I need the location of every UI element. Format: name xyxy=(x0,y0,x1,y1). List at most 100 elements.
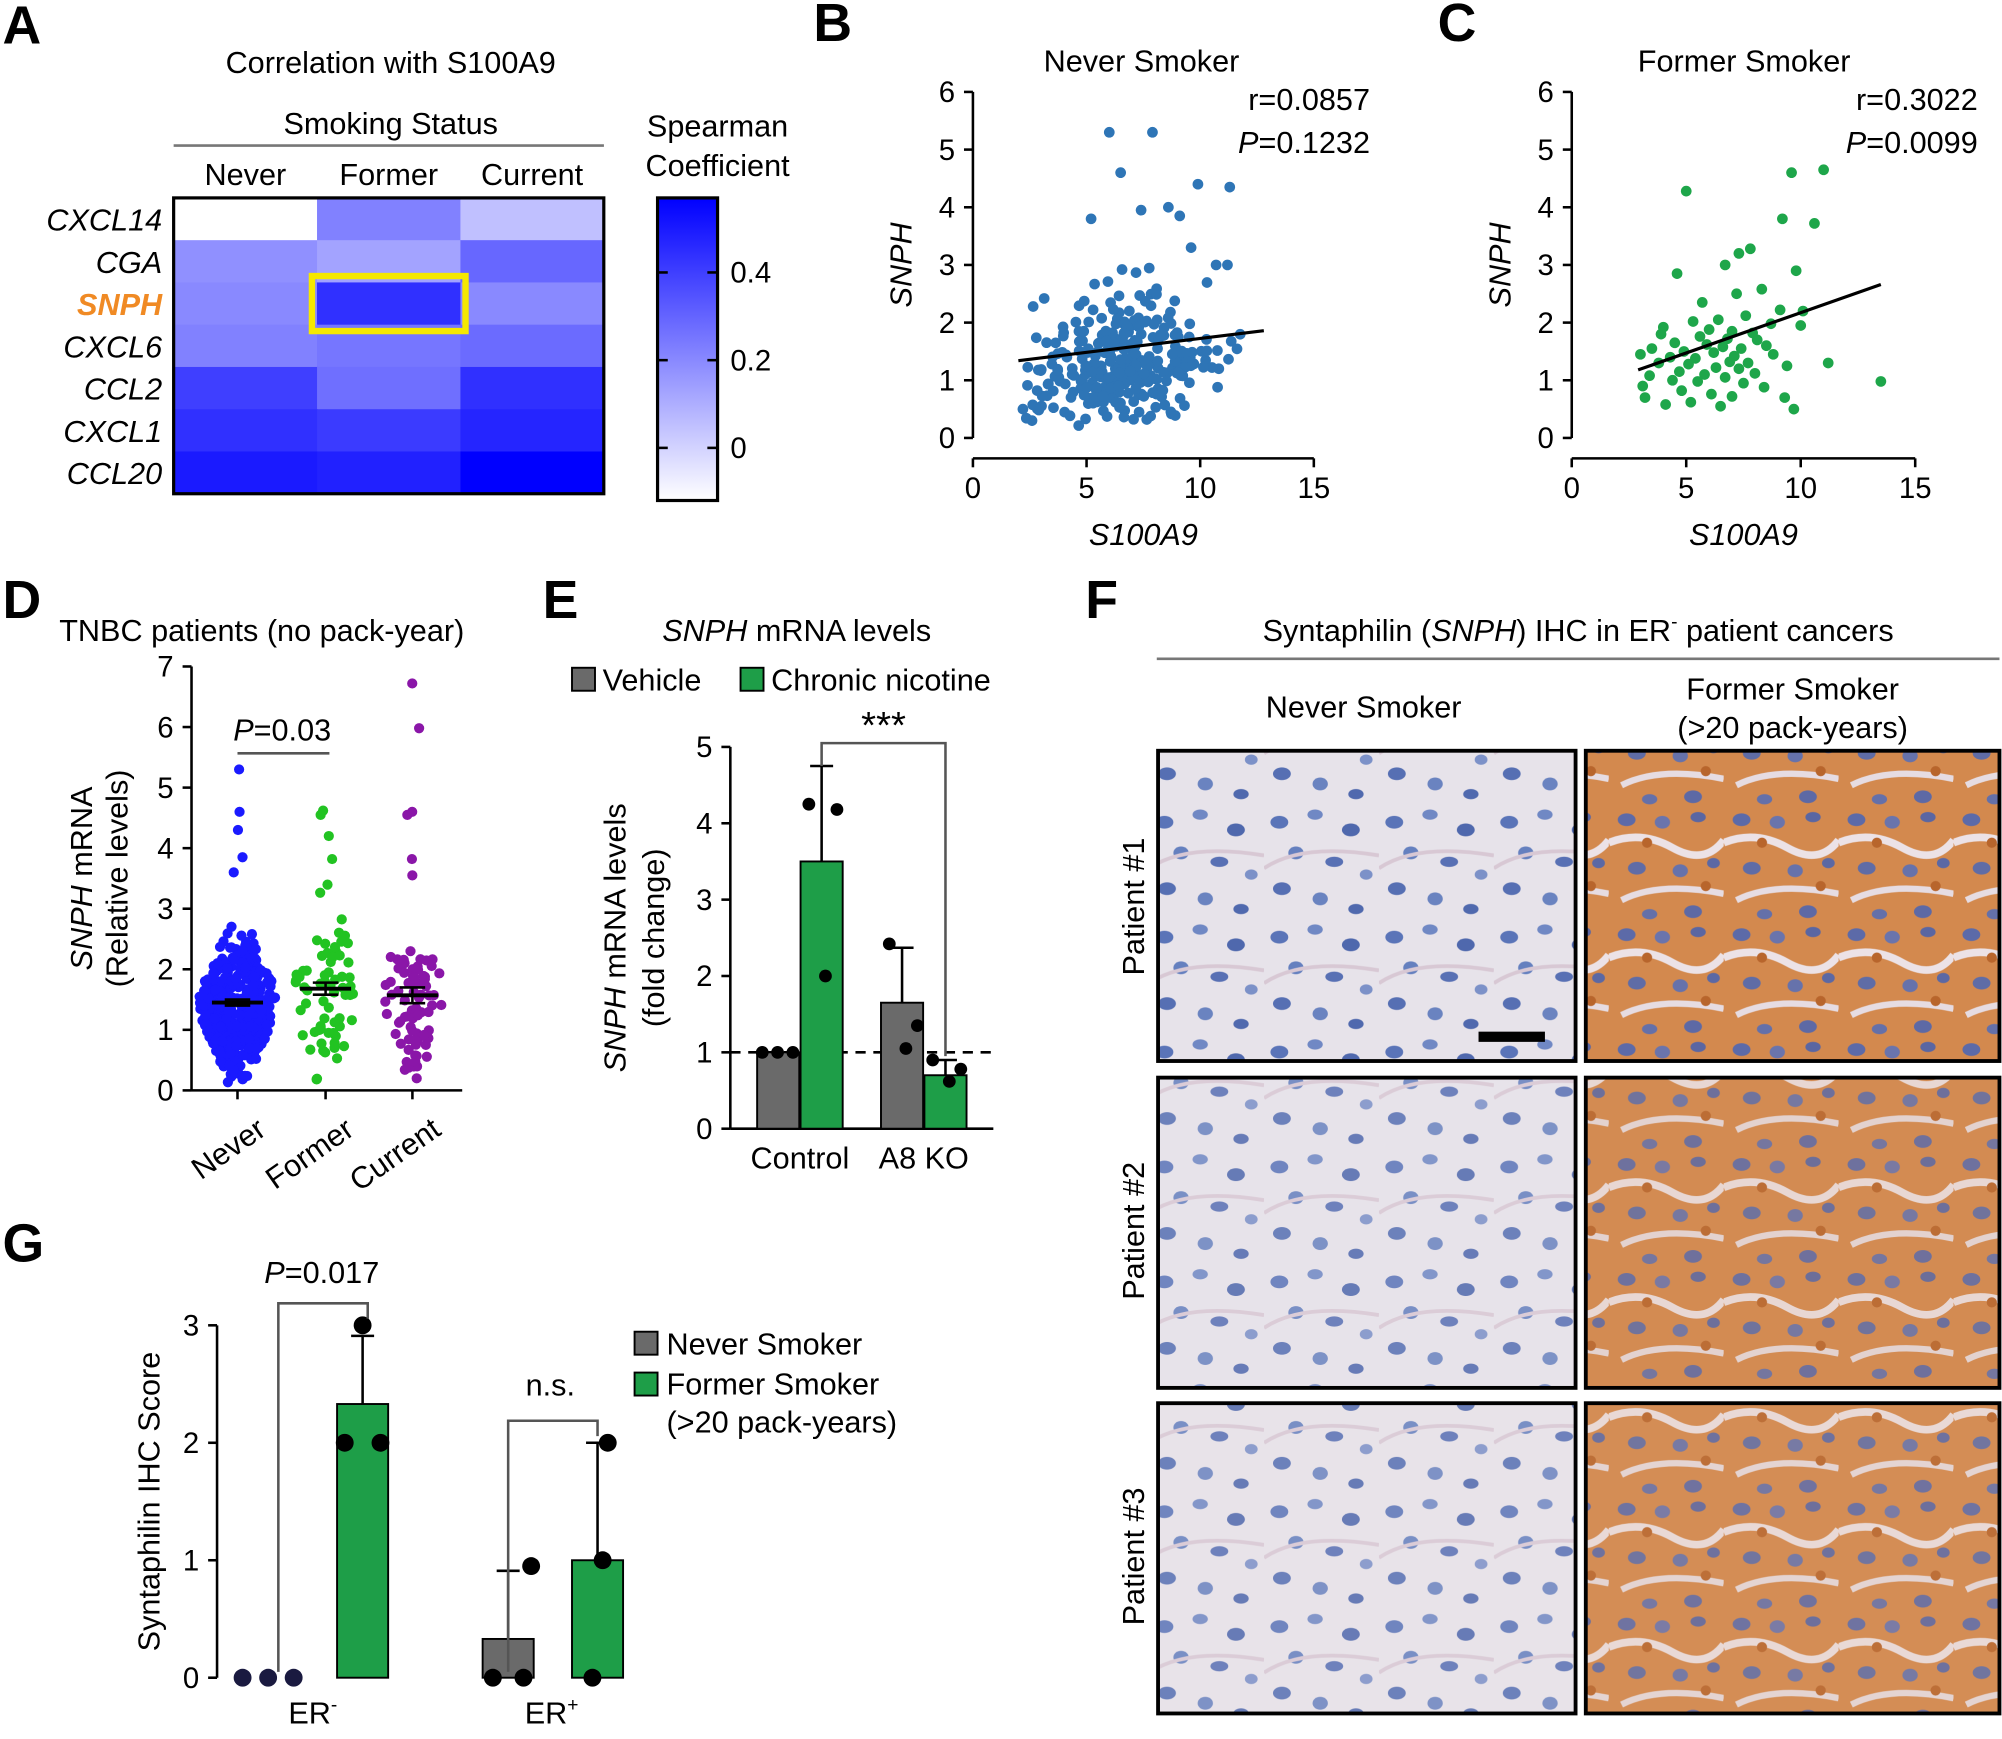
y-axis-label: SNPH mRNA levels xyxy=(599,803,633,1072)
scatter-point xyxy=(1635,348,1646,360)
y-tick-label: 0 xyxy=(157,1075,173,1108)
dot-never xyxy=(222,963,233,974)
heatmap-cell xyxy=(173,240,318,284)
dot-never xyxy=(234,806,245,817)
colorbar-tick-label: 0.4 xyxy=(730,257,771,290)
scatter-point xyxy=(1139,316,1151,328)
y-tick-label: 7 xyxy=(157,651,173,684)
heatmap-cell xyxy=(460,409,605,453)
heatmap-cell xyxy=(317,197,462,241)
scatter-point xyxy=(1087,304,1099,316)
replicate-point xyxy=(819,969,832,983)
scatter-point xyxy=(1184,377,1195,389)
y-tick-label: 3 xyxy=(1538,249,1554,282)
dot-never xyxy=(222,1077,233,1088)
dot-former xyxy=(311,935,323,946)
scatter-point xyxy=(1086,366,1098,378)
scatter-point xyxy=(1231,343,1243,355)
scatter-point xyxy=(1129,348,1141,359)
x-tick-label: 15 xyxy=(1297,472,1330,505)
scatter-point xyxy=(1150,401,1162,413)
ihc-image-frame xyxy=(1583,1075,2002,1390)
colorbar-tick-label: 0.2 xyxy=(730,344,771,377)
dot-never xyxy=(250,943,261,955)
y-tick-label: 2 xyxy=(157,953,173,986)
scatter-point xyxy=(1809,218,1820,229)
dot-former xyxy=(327,952,338,963)
scatter-point xyxy=(1116,264,1128,275)
heatmap-cell xyxy=(317,451,462,495)
replicate-point xyxy=(353,1316,372,1335)
dot-former xyxy=(315,887,326,898)
panel-letter-B: B xyxy=(813,0,852,53)
scatter-point xyxy=(1089,278,1100,290)
heatmap-col-former: Former xyxy=(339,158,438,192)
scatter-point xyxy=(1744,243,1756,255)
scatter-point xyxy=(1777,213,1788,225)
scatter-point xyxy=(1669,337,1681,349)
heatmap-cell xyxy=(460,240,605,284)
scatter-point xyxy=(1660,399,1671,410)
heatmap-cell xyxy=(460,451,605,495)
heatmap-row-cga: CGA xyxy=(96,246,162,280)
dot-current xyxy=(407,870,418,881)
scatter-point xyxy=(1101,411,1113,422)
scatter-point xyxy=(1130,267,1142,278)
y-axis-label: SNPH xyxy=(885,222,919,308)
y-tick-label: 4 xyxy=(157,832,173,865)
dot-never xyxy=(268,993,279,1004)
y-tick-label: 2 xyxy=(696,960,712,993)
colorbar-tick-label: 0 xyxy=(730,432,746,465)
heatmap: Never Former Current CXCL14 CGA SNPH CXCL6 CCL2… xyxy=(46,158,606,496)
scatter-point xyxy=(1073,420,1085,431)
p-label: P xyxy=(264,1256,285,1290)
scatter-point xyxy=(1644,370,1655,382)
scatter-point xyxy=(1050,337,1062,349)
dot-former xyxy=(344,972,355,983)
panel-d: TNBC patients (no pack-year) 0 1 2 3 4 5 6 7 SNP… xyxy=(59,614,464,1198)
y-axis-label-units: (fold change) xyxy=(637,848,671,1027)
y-tick-label: 4 xyxy=(1538,191,1554,224)
dot-current xyxy=(402,809,413,820)
y-tick-label: 5 xyxy=(1538,134,1554,167)
scatter-point xyxy=(1067,386,1079,398)
dot-former xyxy=(315,1023,326,1035)
scatter-point xyxy=(1151,288,1162,300)
dot-current xyxy=(385,951,396,963)
scatter-point xyxy=(1027,301,1039,312)
scatter-point xyxy=(1781,360,1793,372)
y-tick-label: 0 xyxy=(696,1113,712,1146)
scatter-point xyxy=(1742,357,1754,369)
p-value-dotplot: P=0.03 xyxy=(233,714,331,748)
x-tick-label: 0 xyxy=(965,472,981,505)
x-tick-label: 5 xyxy=(1678,472,1694,505)
ihc-image-patient-1-former xyxy=(1585,750,2000,1062)
dot-current xyxy=(381,1008,392,1020)
dot-never xyxy=(256,1005,267,1016)
dot-current xyxy=(405,946,416,957)
scatter-point xyxy=(1756,283,1768,295)
dot-never xyxy=(242,1070,253,1082)
scatter-point xyxy=(1751,334,1763,346)
dot-former xyxy=(322,879,333,890)
legend-swatch xyxy=(739,666,765,692)
dot-former xyxy=(319,1013,330,1024)
scatter-point xyxy=(1212,345,1223,356)
scatter-point xyxy=(1173,367,1184,378)
scatter-point xyxy=(1118,327,1130,339)
dot-current xyxy=(421,1051,432,1062)
dot-current xyxy=(390,1028,401,1040)
y-tick-label: 6 xyxy=(1538,76,1554,109)
bar-chart-snph-mrna: 0 1 2 3 4 5 SNPH mRNA levels (fold change) Contr… xyxy=(599,704,994,1175)
replicate-point xyxy=(335,1433,354,1452)
p-value-never: P=0.1232 xyxy=(1238,126,1370,160)
dot-former xyxy=(301,965,312,976)
panel-letter-E: E xyxy=(543,570,579,630)
scatter-point xyxy=(1105,297,1116,309)
scatter-point xyxy=(1687,316,1699,327)
legend-label: Chronic nicotine xyxy=(771,664,991,698)
scatter-point xyxy=(1637,380,1649,392)
p-label: P xyxy=(1846,126,1867,160)
